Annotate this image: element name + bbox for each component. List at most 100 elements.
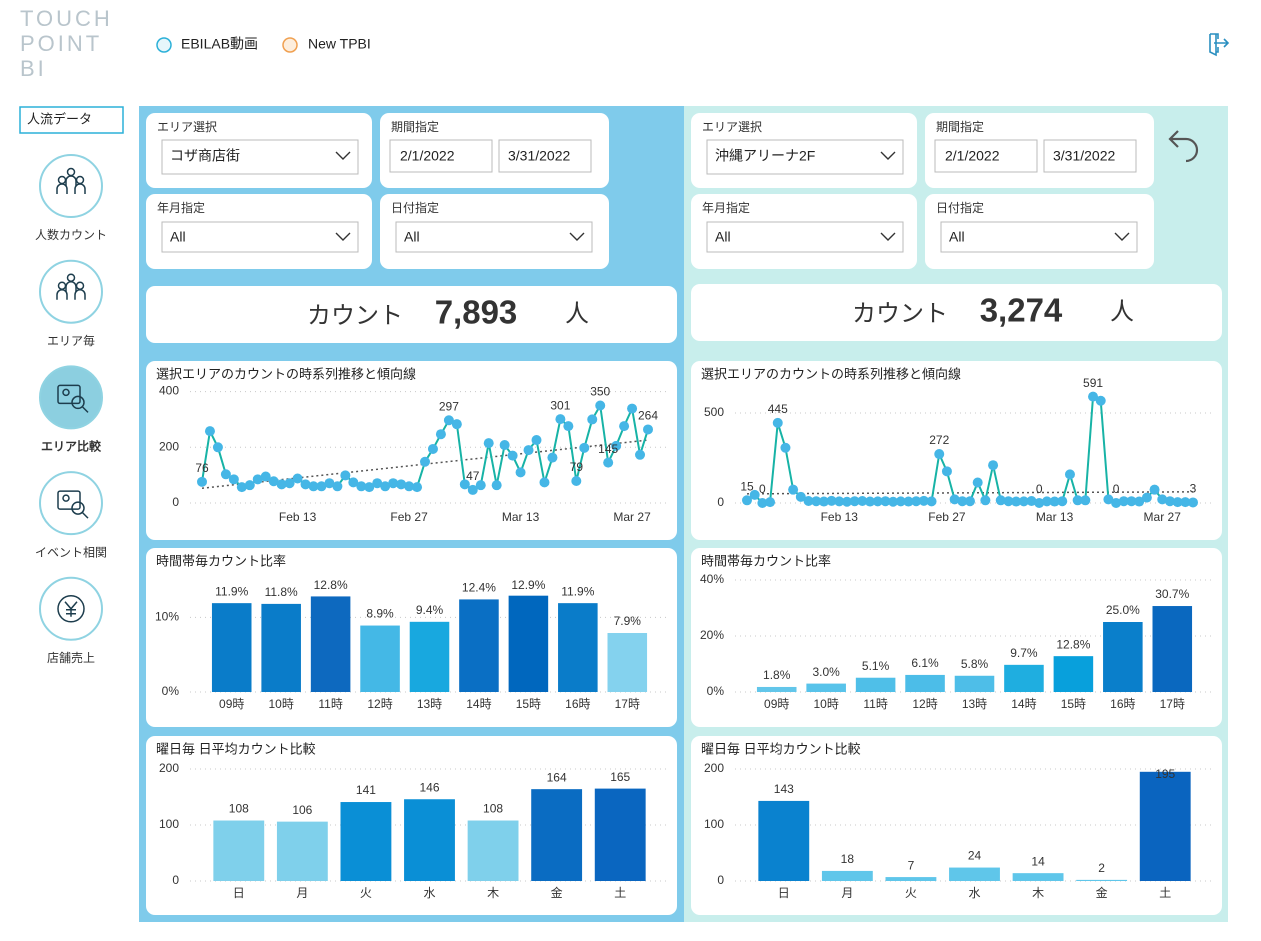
data-point bbox=[563, 421, 574, 432]
data-label: 5.8% bbox=[961, 657, 989, 671]
x-tick-label: 14時 bbox=[1011, 697, 1036, 711]
data-label: 2 bbox=[1098, 861, 1105, 875]
date-input[interactable] bbox=[1043, 139, 1137, 173]
bar bbox=[508, 595, 549, 692]
data-point bbox=[841, 496, 852, 507]
nav-label[interactable]: エリア比較 bbox=[41, 439, 102, 454]
bar bbox=[213, 820, 265, 881]
filter-label: 年月指定 bbox=[702, 200, 750, 215]
nav-label[interactable]: イベント相関 bbox=[35, 545, 107, 559]
data-point bbox=[965, 496, 975, 507]
data-point bbox=[949, 494, 960, 505]
data-point bbox=[459, 479, 470, 490]
chart-title: 時間帯毎カウント比率 bbox=[156, 553, 286, 568]
data-point bbox=[772, 417, 783, 428]
data-label: 15 bbox=[740, 479, 754, 493]
header-link[interactable]: EBILAB動画 bbox=[181, 36, 258, 52]
data-point bbox=[1180, 497, 1191, 508]
data-point bbox=[340, 470, 351, 481]
data-point bbox=[204, 426, 215, 437]
chevron bbox=[335, 232, 351, 241]
data-label: 145 bbox=[598, 442, 618, 456]
back-icon[interactable] bbox=[1168, 130, 1199, 163]
dropdown[interactable] bbox=[706, 139, 904, 175]
nav-button[interactable] bbox=[39, 471, 103, 536]
dropdown[interactable] bbox=[940, 221, 1138, 253]
data-label: 12.9% bbox=[511, 578, 545, 592]
nav-label[interactable]: 店舗売上 bbox=[47, 650, 95, 665]
data-label: 272 bbox=[929, 433, 949, 447]
data-point bbox=[1164, 496, 1175, 507]
dropdown[interactable] bbox=[706, 221, 904, 253]
chart-title: 曜日毎 日平均カウント比較 bbox=[156, 741, 316, 756]
chevron bbox=[1114, 232, 1130, 241]
data-point bbox=[903, 496, 914, 507]
nav-icon bbox=[56, 183, 68, 194]
bar bbox=[1004, 664, 1044, 692]
data-point bbox=[308, 481, 319, 492]
data-point bbox=[765, 497, 776, 508]
nav-icon bbox=[56, 289, 68, 300]
chart-title: 選択エリアのカウントの時系列推移と傾向線 bbox=[701, 366, 961, 381]
x-tick-label: 09時 bbox=[764, 697, 789, 711]
nav-label[interactable]: エリア毎 bbox=[47, 333, 95, 348]
data-point bbox=[324, 478, 335, 489]
date-input[interactable] bbox=[389, 139, 493, 173]
data-point bbox=[1018, 496, 1029, 507]
dropdown[interactable] bbox=[395, 221, 593, 253]
y-tick-label: 100 bbox=[159, 817, 179, 831]
header-link[interactable]: New TPBI bbox=[308, 36, 371, 52]
data-label: 165 bbox=[610, 770, 630, 784]
data-label: 106 bbox=[292, 803, 312, 817]
date-input[interactable] bbox=[934, 139, 1038, 173]
nav-button[interactable] bbox=[39, 365, 103, 430]
card bbox=[146, 286, 677, 343]
data-point bbox=[332, 481, 343, 492]
bar bbox=[1103, 622, 1143, 692]
data-point bbox=[1026, 496, 1037, 507]
data-point bbox=[547, 452, 558, 463]
data-point bbox=[420, 456, 430, 467]
data-point bbox=[1064, 469, 1075, 480]
dataset-selector[interactable] bbox=[19, 106, 124, 134]
exit-icon[interactable] bbox=[1209, 33, 1230, 57]
date-input[interactable] bbox=[498, 139, 592, 173]
x-tick-label: 12時 bbox=[367, 697, 392, 711]
chevron bbox=[335, 151, 351, 160]
chart-title: 曜日毎 日平均カウント比較 bbox=[701, 741, 861, 756]
data-point bbox=[388, 478, 399, 489]
data-point bbox=[483, 438, 494, 449]
x-tick-label: 17時 bbox=[1160, 697, 1185, 711]
filter-label: 期間指定 bbox=[936, 119, 984, 134]
data-point bbox=[252, 474, 263, 485]
y-tick-label: 0% bbox=[162, 684, 180, 698]
data-point bbox=[372, 478, 383, 489]
data-label: 297 bbox=[439, 399, 459, 413]
x-tick-label: 10時 bbox=[268, 697, 293, 711]
nav-label[interactable]: 人数カウント bbox=[35, 227, 107, 242]
data-label: 6.1% bbox=[911, 656, 939, 670]
dropdown[interactable] bbox=[161, 221, 359, 253]
link-icon[interactable] bbox=[282, 37, 298, 53]
data-label: 0 bbox=[759, 482, 766, 496]
data-point bbox=[396, 479, 407, 490]
dropdown[interactable] bbox=[161, 139, 359, 175]
count-value: 3,274 bbox=[980, 292, 1063, 329]
bar bbox=[607, 633, 648, 692]
nav-button[interactable] bbox=[39, 154, 103, 218]
bar bbox=[276, 821, 328, 881]
x-tick-label: Mar 27 bbox=[1144, 510, 1182, 524]
data-point bbox=[364, 482, 375, 493]
data-point bbox=[1188, 497, 1198, 508]
nav-button[interactable] bbox=[39, 259, 103, 324]
card bbox=[146, 361, 677, 540]
date-value: 3/31/2022 bbox=[508, 148, 570, 164]
bar bbox=[1012, 873, 1064, 881]
data-point bbox=[1088, 391, 1099, 402]
data-point bbox=[749, 489, 760, 500]
link-icon[interactable] bbox=[156, 37, 172, 53]
nav-icon bbox=[57, 595, 85, 623]
count-value: 7,893 bbox=[435, 294, 518, 331]
data-point bbox=[834, 496, 845, 507]
data-point bbox=[1118, 496, 1129, 507]
